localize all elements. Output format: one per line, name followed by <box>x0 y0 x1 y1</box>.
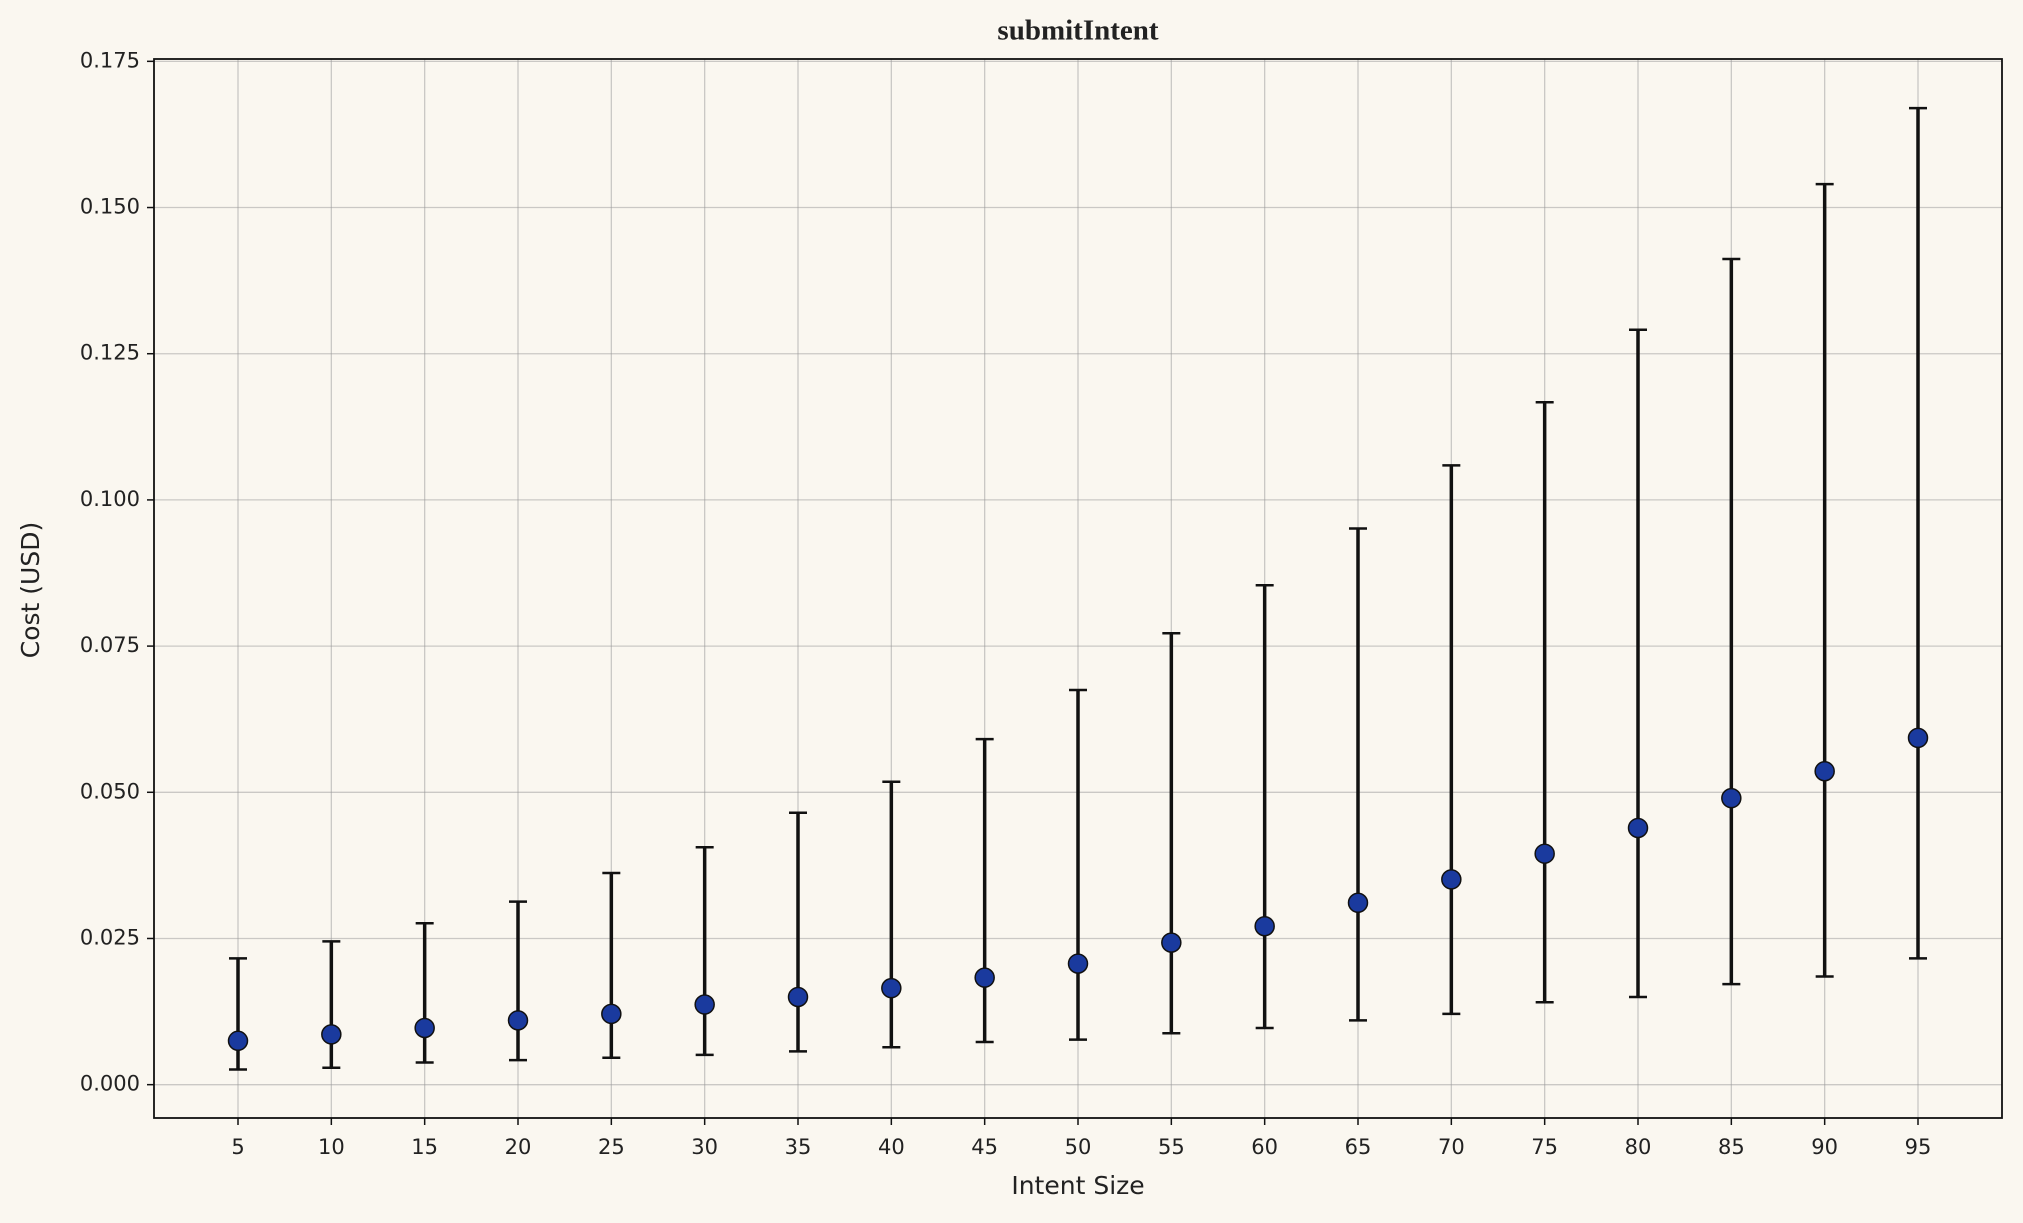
x-tick-label: 25 <box>598 1135 625 1159</box>
x-tick-label: 10 <box>318 1135 345 1159</box>
point <box>787 986 809 1008</box>
y-tick-label: 0.025 <box>80 925 140 949</box>
chart-title: submitIntent <box>997 15 1158 47</box>
y-tick-label: 0.000 <box>80 1072 140 1096</box>
plot-frame <box>153 58 2003 1119</box>
x-tick-label: 35 <box>785 1135 812 1159</box>
x-axis-label: Intent Size <box>1011 1171 1144 1200</box>
x-tick-label: 80 <box>1625 1135 1652 1159</box>
point <box>1441 869 1462 890</box>
x-tick-label: 70 <box>1438 1135 1465 1159</box>
point <box>974 967 995 988</box>
point <box>1907 727 1929 749</box>
y-tick-label: 0.175 <box>80 48 140 72</box>
y-tick-label: 0.150 <box>80 195 140 219</box>
point <box>1254 915 1275 937</box>
y-tick-label: 0.100 <box>80 487 140 511</box>
x-tick-label: 5 <box>231 1135 244 1159</box>
point <box>1347 892 1369 914</box>
y-axis-label: Cost (USD) <box>16 522 45 658</box>
x-tick-label: 30 <box>691 1135 718 1159</box>
point <box>507 1010 529 1031</box>
point <box>1067 953 1089 974</box>
point <box>1721 787 1742 809</box>
x-tick-label: 55 <box>1158 1135 1185 1159</box>
x-tick-label: 20 <box>505 1135 532 1159</box>
point <box>601 1003 622 1025</box>
x-tick-label: 65 <box>1345 1135 1372 1159</box>
point <box>227 1030 249 1052</box>
x-tick-label: 50 <box>1065 1135 1092 1159</box>
x-tick-label: 90 <box>1811 1135 1838 1159</box>
x-tick-label: 75 <box>1531 1135 1558 1159</box>
x-tick-label: 45 <box>971 1135 998 1159</box>
x-tick-label: 40 <box>878 1135 905 1159</box>
point <box>694 994 715 1015</box>
point <box>1161 932 1182 953</box>
point <box>414 1017 435 1039</box>
point <box>881 977 902 999</box>
x-tick-label: 95 <box>1905 1135 1932 1159</box>
x-tick-label: 15 <box>411 1135 438 1159</box>
point <box>1534 843 1555 864</box>
y-tick-label: 0.075 <box>80 633 140 657</box>
point <box>1627 817 1649 839</box>
x-tick-label: 85 <box>1718 1135 1745 1159</box>
point <box>321 1024 342 1045</box>
x-tick-label: 60 <box>1251 1135 1278 1159</box>
point <box>1814 760 1835 782</box>
y-tick-label: 0.125 <box>80 341 140 365</box>
y-tick-label: 0.050 <box>80 779 140 803</box>
